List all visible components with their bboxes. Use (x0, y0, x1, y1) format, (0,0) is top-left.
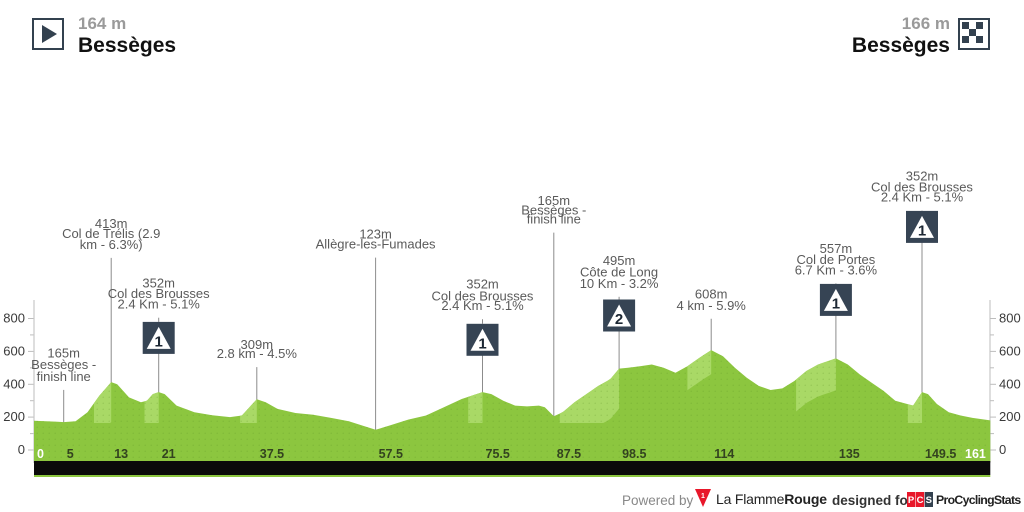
svg-text:57.5: 57.5 (379, 447, 403, 461)
svg-text:4 km - 5.9%: 4 km - 5.9% (677, 298, 747, 313)
svg-text:0: 0 (999, 442, 1006, 457)
svg-text:37.5: 37.5 (260, 447, 284, 461)
svg-text:2: 2 (615, 311, 623, 328)
svg-text:98.5: 98.5 (622, 447, 646, 461)
svg-text:0: 0 (37, 447, 44, 461)
svg-text:2.4 Km - 5.1%: 2.4 Km - 5.1% (441, 298, 524, 313)
svg-text:200: 200 (3, 409, 25, 424)
svg-text:200: 200 (999, 409, 1021, 424)
svg-text:400: 400 (3, 376, 25, 391)
svg-text:finish line: finish line (527, 212, 581, 227)
svg-text:1: 1 (918, 223, 926, 240)
svg-text:135: 135 (839, 447, 860, 461)
svg-text:finish line: finish line (37, 369, 91, 384)
svg-text:1: 1 (478, 335, 486, 352)
svg-text:800: 800 (999, 311, 1021, 326)
svg-text:1: 1 (155, 334, 163, 351)
svg-text:2.8 km - 4.5%: 2.8 km - 4.5% (217, 346, 298, 361)
svg-text:km - 6.3%): km - 6.3%) (80, 237, 143, 252)
svg-text:600: 600 (3, 343, 25, 358)
svg-text:800: 800 (3, 311, 25, 326)
svg-text:600: 600 (999, 343, 1021, 358)
svg-text:161: 161 (965, 447, 986, 461)
svg-text:2.4 Km - 5.1%: 2.4 Km - 5.1% (118, 297, 201, 312)
svg-text:400: 400 (999, 376, 1021, 391)
svg-text:75.5: 75.5 (486, 447, 510, 461)
svg-text:10 Km - 3.2%: 10 Km - 3.2% (580, 276, 659, 291)
svg-text:6.7 Km - 3.6%: 6.7 Km - 3.6% (795, 262, 878, 277)
svg-text:1: 1 (832, 296, 840, 313)
svg-text:149.5: 149.5 (925, 447, 956, 461)
svg-text:2.4 Km - 5.1%: 2.4 Km - 5.1% (881, 190, 964, 205)
svg-text:Allègre-les-Fumades: Allègre-les-Fumades (316, 237, 436, 252)
svg-text:87.5: 87.5 (557, 447, 581, 461)
svg-text:5: 5 (67, 447, 74, 461)
svg-text:114: 114 (714, 447, 734, 461)
svg-text:13: 13 (114, 447, 128, 461)
svg-text:21: 21 (162, 447, 176, 461)
svg-text:0: 0 (18, 442, 25, 457)
